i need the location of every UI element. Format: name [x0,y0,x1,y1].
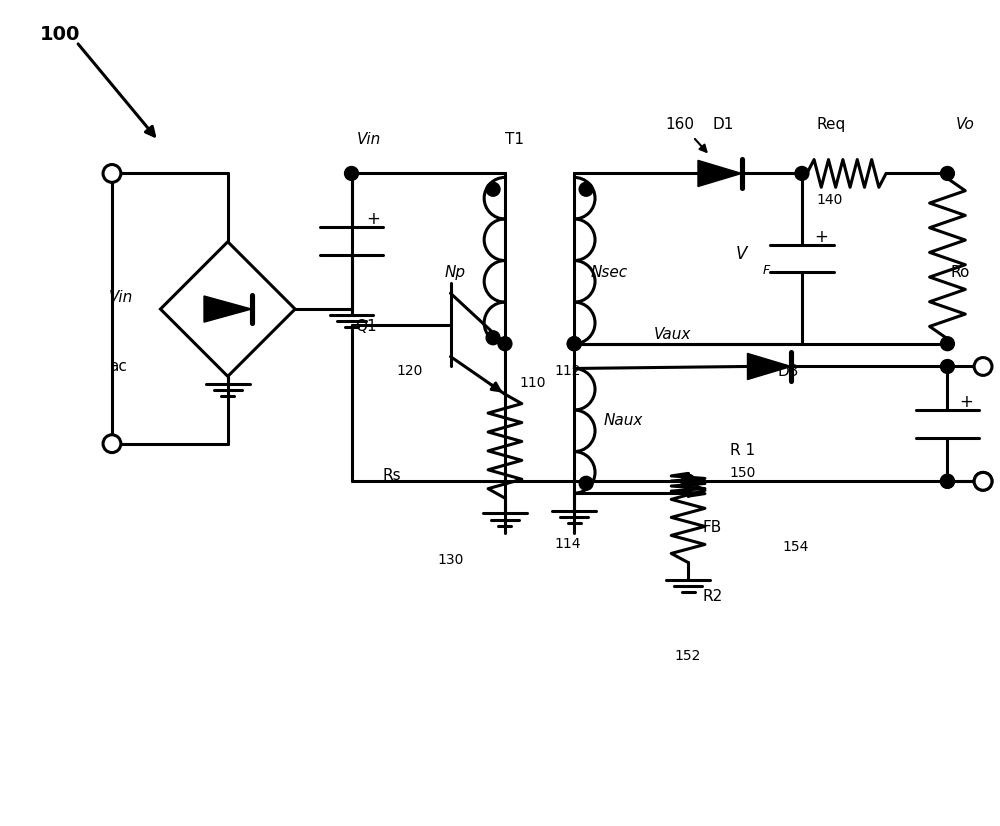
Text: FB: FB [703,520,722,534]
Text: R2: R2 [703,589,723,604]
Circle shape [974,472,992,490]
Text: Vin: Vin [109,290,133,305]
Text: +: + [814,228,828,246]
Polygon shape [747,354,791,379]
Text: 100: 100 [40,25,80,44]
Circle shape [486,331,500,344]
Circle shape [681,474,695,488]
Circle shape [941,337,954,350]
Circle shape [567,337,581,350]
Text: Req: Req [817,116,846,132]
Text: T1: T1 [505,131,524,147]
Text: 120: 120 [396,364,422,378]
Text: 112: 112 [554,364,581,378]
Text: Ro: Ro [950,265,970,280]
Circle shape [103,434,121,453]
Text: R 1: R 1 [730,443,755,458]
Circle shape [795,167,809,180]
Text: Rs: Rs [382,468,401,483]
Circle shape [974,358,992,375]
Text: 114: 114 [554,537,581,551]
Text: 150: 150 [730,467,756,481]
Text: 110: 110 [520,377,546,391]
Polygon shape [204,296,252,322]
Polygon shape [698,160,742,187]
Text: Nsec: Nsec [590,265,627,280]
Text: Naux: Naux [604,414,643,429]
Circle shape [486,183,500,197]
Circle shape [941,167,954,180]
Text: +: + [366,211,380,229]
Circle shape [498,337,512,350]
Text: Q1: Q1 [355,320,376,335]
Text: 154: 154 [782,539,808,553]
Text: 140: 140 [817,193,843,207]
Text: D1: D1 [713,116,734,132]
Circle shape [681,474,695,488]
Circle shape [345,167,358,180]
Text: Vaux: Vaux [653,327,691,342]
Circle shape [941,474,954,488]
Text: Np: Np [445,265,466,280]
Circle shape [103,164,121,183]
Text: ac: ac [109,359,127,374]
Circle shape [567,337,581,350]
Text: 152: 152 [675,648,701,662]
Text: 160: 160 [666,116,695,132]
Text: +: + [959,393,973,411]
Circle shape [579,183,593,197]
Circle shape [974,472,992,490]
Text: 130: 130 [437,553,464,567]
Text: F: F [763,264,770,277]
Circle shape [941,359,954,373]
Text: V: V [736,244,747,263]
Circle shape [579,477,593,490]
Circle shape [941,474,954,488]
Text: D3: D3 [777,364,799,379]
Text: Vo: Vo [955,116,974,132]
Text: Vin: Vin [356,131,381,147]
